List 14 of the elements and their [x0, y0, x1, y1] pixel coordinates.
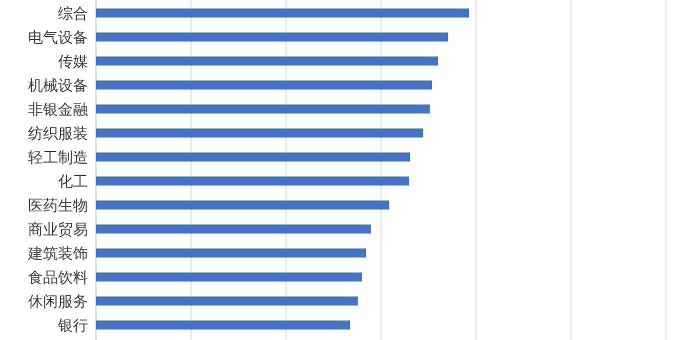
y-tick-label: 食品饮料 [28, 268, 88, 286]
y-tick-label: 非银金融 [28, 100, 88, 118]
y-tick-label: 商业贸易 [28, 220, 88, 238]
y-tick-label: 传媒 [58, 52, 88, 70]
y-tick-label: 医药生物 [28, 196, 88, 214]
y-tick-label: 机械设备 [28, 76, 88, 94]
y-tick-label: 纺织服装 [28, 124, 88, 142]
y-tick-label: 建筑装饰 [27, 244, 88, 262]
y-tick-label: 银行 [57, 316, 88, 334]
y-tick-label: 化工 [58, 172, 88, 190]
y-tick-label: 休闲服务 [28, 292, 88, 310]
y-tick-label: 轻工制造 [28, 148, 88, 166]
y-tick-label: 电气设备 [28, 28, 88, 46]
y-tick-label: 综合 [58, 4, 88, 22]
